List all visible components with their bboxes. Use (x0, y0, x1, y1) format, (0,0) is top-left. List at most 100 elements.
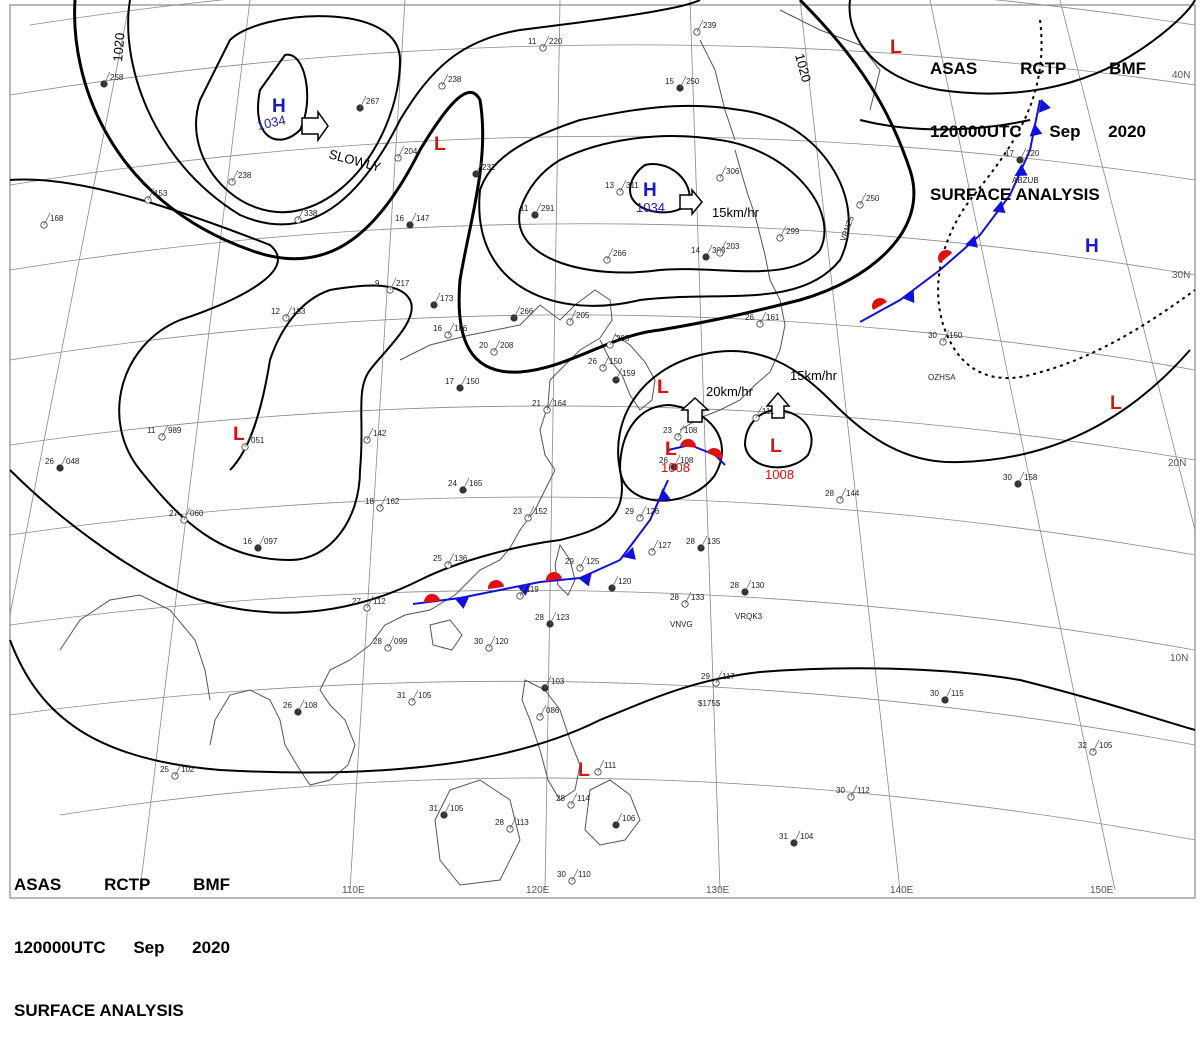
coastline-taiwan (554, 543, 576, 596)
wind-barb (297, 699, 305, 713)
station-plot: 23 152 (513, 505, 548, 522)
station-plot: 26 108 (283, 699, 318, 716)
station-plot: 204 (394, 145, 418, 162)
wind-barb (488, 635, 496, 649)
isobar-1008-typhoon-west (618, 403, 723, 502)
wind-barb (257, 535, 265, 549)
station-plot: 28 135 (686, 535, 721, 552)
wind-barb (619, 179, 627, 193)
wind-barb (397, 145, 405, 159)
station-temperature: 23 (513, 507, 522, 516)
station-pressure: 173 (440, 294, 454, 303)
station-plot: 30 150 (928, 329, 963, 346)
station-temperature: 27 (169, 509, 178, 518)
station-temperature: 26 (283, 701, 292, 710)
station-temperature: 9 (375, 279, 380, 288)
station-pressure: 103 (551, 677, 565, 686)
station-plot: 111 (752, 405, 775, 422)
station-temperature: 30 (557, 870, 566, 879)
station-temperature: 24 (448, 479, 457, 488)
station-plot: 238 (228, 169, 252, 186)
longitude-line-100e (139, 0, 251, 891)
station-plot: 168 (40, 212, 64, 229)
station-plot: 127 (648, 539, 672, 556)
grid-labels: 40N 30N 20N 10N 110E 120E 130E 140E 150E (342, 70, 1190, 896)
station-pressure: 159 (622, 369, 636, 378)
header-month: Sep (1049, 122, 1081, 141)
station-plot: 29 125 (565, 555, 600, 572)
lon-label-130e: 130E (706, 885, 730, 896)
cold-front-triangle (578, 573, 592, 587)
coastline-sakhalin (699, 39, 736, 141)
station-pressure: 150 (609, 357, 623, 366)
station-plot: 26 161 (745, 311, 780, 328)
station-plot: 28 099 (373, 635, 408, 652)
wind-barb (379, 495, 387, 509)
station-pressure: 115 (951, 689, 964, 698)
low-pressure-value: 1008 (765, 467, 794, 482)
wind-barb (389, 277, 397, 291)
station-temperature: 25 (160, 765, 169, 774)
lon-label-140e: 140E (890, 885, 914, 896)
station-pressure: 105 (418, 691, 432, 700)
station-pressure: 120 (495, 637, 509, 646)
station-pressure: 136 (454, 554, 468, 563)
station-temperature: 27 (352, 597, 361, 606)
coastline-china (369, 289, 613, 646)
wind-barb (571, 868, 579, 882)
coastline-luzon (521, 679, 581, 801)
station-pressure: 250 (866, 194, 880, 203)
station-plot: 27 112 (352, 595, 386, 612)
wind-barb (1017, 471, 1025, 485)
station-pressure: 102 (181, 765, 195, 774)
header-chart-type: SURFACE ANALYSIS (14, 1001, 184, 1020)
wind-barb (493, 339, 501, 353)
lon-label-120e: 120E (526, 885, 550, 896)
station-temperature: 31 (397, 691, 406, 700)
lat-label-20n: 20N (1168, 458, 1186, 469)
station-plot: 29 117 (701, 670, 735, 687)
station-plot: 13 311 (605, 179, 639, 196)
station-plot: 250 (856, 192, 880, 209)
wind-barb (366, 427, 374, 441)
header-region: ASAS (930, 59, 978, 78)
coastline-mindanao (584, 779, 641, 846)
station-temperature: 26 (45, 457, 54, 466)
warm-front-semicircle (488, 580, 504, 590)
wind-barb (103, 71, 111, 85)
isobar-label: 1020 (110, 32, 127, 62)
isobar-1010-tropics (9, 639, 1196, 774)
station-temperature: 16 (243, 537, 252, 546)
header-region: ASAS (14, 875, 62, 894)
station-pressure: 127 (658, 541, 672, 550)
header-line-3: SURFACE ANALYSIS (930, 184, 1146, 205)
station-plot: 28 123 (535, 611, 570, 628)
wind-barb (570, 792, 578, 806)
station-plot: 29 126 (625, 505, 660, 522)
wind-barb (387, 635, 395, 649)
station-plot: 28 130 (730, 579, 765, 596)
wind-barb (475, 161, 483, 175)
station-pressure: 238 (448, 75, 462, 84)
wind-barb (715, 670, 723, 684)
isobar-1024-east-high (478, 104, 850, 307)
station-pressure: 186 (454, 324, 468, 333)
station-plot: 103 (541, 675, 565, 692)
wind-barb (744, 579, 752, 593)
station-plot: 258 (100, 71, 124, 88)
station-pressure: 060 (190, 509, 204, 518)
ship-id-label: OZHSA (928, 373, 956, 382)
station-pressure: 110 (578, 870, 591, 879)
high-pressure-symbol: H (643, 180, 657, 201)
station-plot: 238 (438, 73, 462, 90)
isobar-1012-south (9, 349, 1191, 614)
wind-barb (546, 397, 554, 411)
latitude-line-25n (9, 314, 1196, 371)
wind-barb (534, 202, 542, 216)
wind-barb (527, 505, 535, 519)
station-pressure: 125 (586, 557, 600, 566)
station-pressure: 258 (110, 73, 124, 82)
station-pressure: 164 (553, 399, 567, 408)
station-pressure: 204 (404, 147, 418, 156)
station-temperature: 30 (836, 786, 845, 795)
